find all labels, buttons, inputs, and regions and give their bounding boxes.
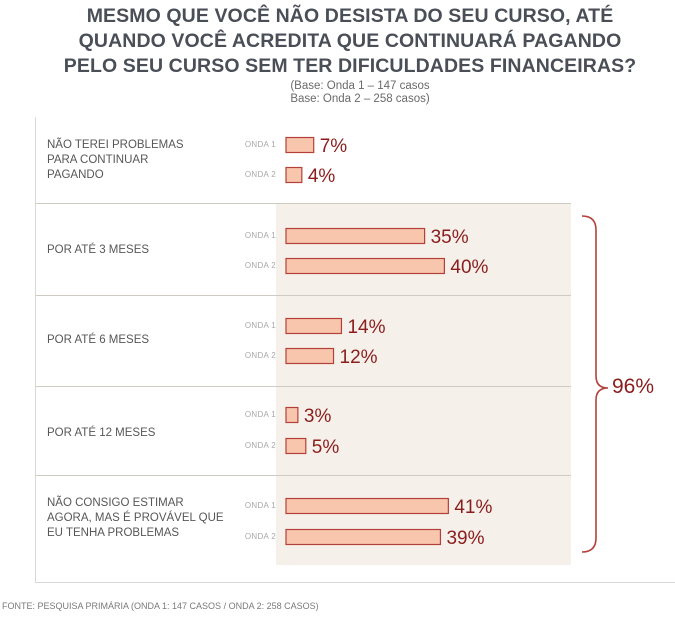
bar-value-label: 4%	[308, 166, 336, 187]
chart-frame-left	[35, 117, 36, 582]
series-label: ONDA 1	[244, 231, 276, 240]
bar-value-label: 5%	[312, 437, 340, 458]
chart-title: MESMO QUE VOCÊ NÃO DESISTA DO SEU CURSO,…	[40, 4, 660, 79]
group-separator	[36, 203, 571, 204]
category-label-line: NÃO CONSIGO ESTIMAR	[47, 497, 184, 509]
series-label: ONDA 1	[244, 410, 276, 419]
bar	[285, 166, 303, 184]
title-line-2: QUANDO VOCÊ ACREDITA QUE CONTINUARÁ PAGA…	[78, 30, 622, 52]
series-label: ONDA 2	[244, 261, 276, 270]
category-label: NÃO CONSIGO ESTIMAR AGORA, MAS É PROVÁVEL…	[47, 496, 224, 541]
series-label: ONDA 2	[244, 441, 276, 450]
bar-value-label: 7%	[320, 136, 348, 157]
category-label: POR ATÉ 6 MESES	[47, 333, 149, 348]
category-label: POR ATÉ 12 MESES	[47, 426, 155, 441]
bar-value-label: 3%	[304, 406, 332, 427]
bar	[285, 528, 442, 546]
bar-value-label: 41%	[454, 497, 492, 518]
bar	[285, 136, 315, 154]
bar-value-label: 12%	[340, 347, 378, 368]
bar	[285, 227, 426, 245]
category-label-line: PAGANDO	[47, 169, 104, 181]
bar	[285, 347, 335, 365]
series-label: ONDA 2	[244, 532, 276, 541]
bar	[285, 317, 343, 335]
group-separator	[36, 386, 571, 387]
group-separator	[36, 475, 571, 476]
category-label-line: EU TENHA PROBLEMAS	[47, 527, 180, 539]
bar-value-label: 39%	[446, 528, 484, 549]
base-note-1: (Base: Onda 1 – 147 casos	[290, 80, 430, 92]
category-label: NÃO TEREI PROBLEMAS PARA CONTINUAR PAGANDO	[47, 138, 184, 183]
title-line-1: MESMO QUE VOCÊ NÃO DESISTA DO SEU CURSO,…	[86, 5, 614, 27]
series-label: ONDA 1	[244, 321, 276, 330]
bracket	[581, 215, 609, 553]
bar	[285, 497, 449, 515]
category-label-line: POR ATÉ 3 MESES	[47, 244, 150, 256]
category-label-line: POR ATÉ 12 MESES	[47, 427, 156, 439]
source-note: FONTE: PESQUISA PRIMÁRIA (ONDA 1: 147 CA…	[2, 601, 319, 611]
bar-value-label: 40%	[450, 257, 488, 278]
category-label-line: PARA CONTINUAR	[47, 154, 149, 166]
series-label: ONDA 2	[244, 351, 276, 360]
category-label-line: POR ATÉ 6 MESES	[47, 334, 150, 346]
bar-value-label: 35%	[431, 227, 469, 248]
category-label: POR ATÉ 3 MESES	[47, 243, 149, 258]
bracket-total-label: 96%	[612, 375, 655, 398]
bar-value-label: 14%	[347, 317, 385, 338]
base-note-2: Base: Onda 2 – 258 casos)	[290, 93, 430, 105]
bar	[285, 406, 299, 424]
bar	[285, 437, 307, 455]
bar	[285, 257, 445, 275]
series-label: ONDA 2	[244, 170, 276, 179]
group-separator	[36, 295, 571, 296]
chart-frame-bottom	[35, 582, 675, 583]
series-label: ONDA 1	[244, 140, 276, 149]
category-label-line: NÃO TEREI PROBLEMAS	[47, 139, 184, 151]
series-label: ONDA 1	[244, 501, 276, 510]
title-line-3: PELO SEU CURSO SEM TER DIFICULDADES FINA…	[63, 55, 637, 77]
category-label-line: AGORA, MAS É PROVÁVEL QUE	[47, 512, 224, 524]
